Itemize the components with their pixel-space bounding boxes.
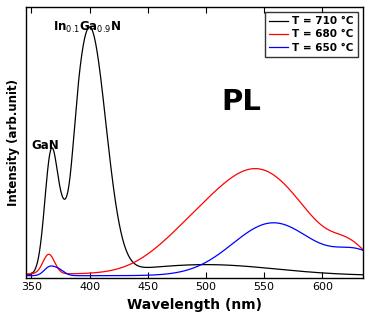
X-axis label: Wavelength (nm): Wavelength (nm) (127, 298, 262, 312)
T = 680 °C (153, 247, 157, 250)
T = 710 °C (361, 273, 365, 277)
T = 680 °C (23, 272, 28, 276)
T = 710 °C (354, 273, 359, 277)
T = 650 °C (318, 241, 322, 245)
T = 710 °C (87, 25, 92, 29)
T = 680 °C (361, 248, 365, 252)
Legend: T = 710 °C, T = 680 °C, T = 650 °C: T = 710 °C, T = 680 °C, T = 650 °C (265, 12, 358, 57)
Text: In$_{0.1}$Ga$_{0.9}$N: In$_{0.1}$Ga$_{0.9}$N (53, 19, 121, 34)
T = 710 °C (318, 271, 322, 275)
T = 680 °C (62, 271, 66, 275)
Line: T = 650 °C: T = 650 °C (26, 223, 363, 276)
T = 710 °C (153, 265, 157, 269)
Line: T = 680 °C: T = 680 °C (26, 169, 363, 274)
T = 710 °C (23, 273, 28, 277)
Line: T = 710 °C: T = 710 °C (26, 27, 363, 275)
T = 650 °C (361, 249, 365, 252)
T = 710 °C (168, 264, 172, 268)
T = 650 °C (62, 270, 66, 274)
T = 650 °C (82, 274, 86, 278)
T = 650 °C (167, 272, 172, 276)
T = 650 °C (23, 274, 28, 278)
T = 680 °C (82, 271, 86, 275)
T = 650 °C (153, 273, 157, 277)
Text: PL: PL (221, 88, 261, 116)
T = 710 °C (82, 39, 86, 43)
T = 710 °C (62, 197, 66, 201)
T = 650 °C (271, 221, 276, 225)
T = 680 °C (253, 167, 257, 171)
T = 650 °C (354, 247, 359, 250)
T = 680 °C (354, 242, 359, 246)
Y-axis label: Intensity (arb.unit): Intensity (arb.unit) (7, 79, 20, 206)
T = 680 °C (318, 222, 322, 226)
Text: GaN: GaN (31, 139, 59, 152)
T = 680 °C (167, 234, 172, 238)
